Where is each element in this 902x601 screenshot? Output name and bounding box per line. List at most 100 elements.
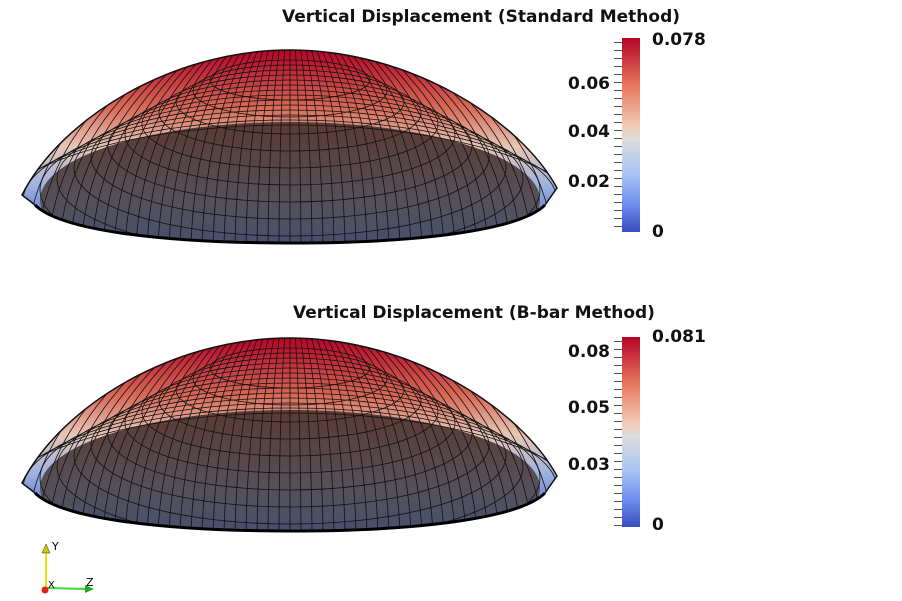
colorbar-standard <box>622 38 640 232</box>
mesh-line <box>212 50 256 243</box>
mesh-line <box>354 50 434 243</box>
mesh-line <box>223 50 261 243</box>
colorbar-tick <box>614 485 622 486</box>
mesh-line <box>212 338 256 531</box>
mesh-line <box>135 50 221 243</box>
colorbar-tick <box>614 349 622 350</box>
colorbar-tick <box>614 210 622 211</box>
colorbar-tick <box>614 42 622 43</box>
colorbar-tick <box>614 421 622 422</box>
mesh-line <box>146 50 226 243</box>
colorbar-tick <box>614 146 622 147</box>
colorbar-min-label: 0 <box>652 222 664 242</box>
colorbar-tick-label: 0.05 <box>568 398 610 418</box>
colorbar-tick <box>614 218 622 219</box>
colorbar-tick <box>614 437 622 438</box>
mesh-line <box>324 338 368 531</box>
colorbar-tick <box>614 50 622 51</box>
mesh-line <box>124 372 456 474</box>
colorbar-tick <box>614 74 622 75</box>
z-arrow-icon <box>85 585 94 593</box>
mesh-line <box>190 50 246 243</box>
mesh-line <box>304 50 324 243</box>
colorbar-tick <box>614 445 622 446</box>
mesh-line <box>157 50 231 243</box>
colorbar-tick <box>614 186 622 187</box>
colorbar-tick <box>614 405 622 406</box>
mesh-line <box>90 382 490 508</box>
axis-label-x: X <box>48 580 55 591</box>
mesh-line <box>234 338 266 531</box>
colorbar-tick <box>614 162 622 163</box>
mesh-line <box>344 338 412 531</box>
mesh-line <box>107 377 473 491</box>
colorbar-tick <box>614 90 622 91</box>
mesh-line <box>158 362 422 440</box>
mesh-line <box>39 397 541 531</box>
colorbar-tick-label: 0.03 <box>568 455 610 475</box>
colorbar-tick <box>614 501 622 502</box>
plot-title-standard: Vertical Displacement (Standard Method) <box>282 7 681 27</box>
mesh-line <box>267 338 281 531</box>
mesh-line <box>349 50 423 243</box>
mesh-line <box>294 50 302 243</box>
mesh-line <box>324 50 368 243</box>
colorbar-tick <box>614 154 622 155</box>
mesh-line <box>314 338 346 531</box>
mesh-line <box>267 50 281 243</box>
mesh-line <box>158 74 422 152</box>
colorbar-tick <box>614 341 622 342</box>
colorbar-tick <box>614 453 622 454</box>
mesh-line <box>256 338 276 531</box>
mesh-line <box>168 338 236 531</box>
mesh-line <box>319 50 357 243</box>
mesh-line <box>141 367 439 457</box>
mesh-line <box>22 412 557 531</box>
colorbar-tick <box>614 122 622 123</box>
colorbar-tick <box>614 525 622 526</box>
plot-title-bbar: Vertical Displacement (B-bar Method) <box>293 303 655 323</box>
colorbar-tick <box>614 130 622 131</box>
mesh-line <box>339 50 401 243</box>
colorbar-tick <box>614 98 622 99</box>
colorbar-min-label: 0 <box>652 515 664 535</box>
colorbar-tick <box>614 178 622 179</box>
colorbar-tick <box>614 170 622 171</box>
mesh-line <box>359 338 445 531</box>
colorbar-max-label: 0.078 <box>652 30 706 50</box>
colorbar-tick-label: 0.04 <box>568 122 610 142</box>
mesh-line <box>146 338 226 531</box>
mesh-line <box>278 50 286 243</box>
mesh-line <box>179 338 241 531</box>
mesh-line <box>141 79 439 169</box>
mesh-line <box>319 338 357 531</box>
x-axis-dot-icon <box>41 586 49 594</box>
mesh-line <box>168 50 236 243</box>
colorbar-tick <box>614 202 622 203</box>
colorbar-tick <box>614 106 622 107</box>
mesh-line <box>334 338 390 531</box>
mesh-line <box>22 119 557 243</box>
colorbar-tick <box>614 469 622 470</box>
colorbar-tick <box>614 493 622 494</box>
colorbar-tick <box>614 397 622 398</box>
colorbar-tick <box>614 517 622 518</box>
colorbar-tick <box>614 82 622 83</box>
mesh-line <box>304 338 324 531</box>
colorbar-tick <box>614 429 622 430</box>
axis-label-z: Z <box>86 576 94 589</box>
colorbar-tick <box>614 194 622 195</box>
mesh-line <box>90 94 490 220</box>
dome-mesh-standard <box>21 49 558 245</box>
mesh-line <box>299 338 313 531</box>
mesh-line <box>223 338 261 531</box>
colorbar-bbar <box>622 337 640 527</box>
axes-triad <box>41 543 94 594</box>
colorbar-tick-label: 0.02 <box>568 172 610 192</box>
mesh-line <box>135 338 221 531</box>
mesh-line <box>256 50 276 243</box>
y-arrow-icon <box>41 543 51 554</box>
mesh-line <box>278 338 286 531</box>
